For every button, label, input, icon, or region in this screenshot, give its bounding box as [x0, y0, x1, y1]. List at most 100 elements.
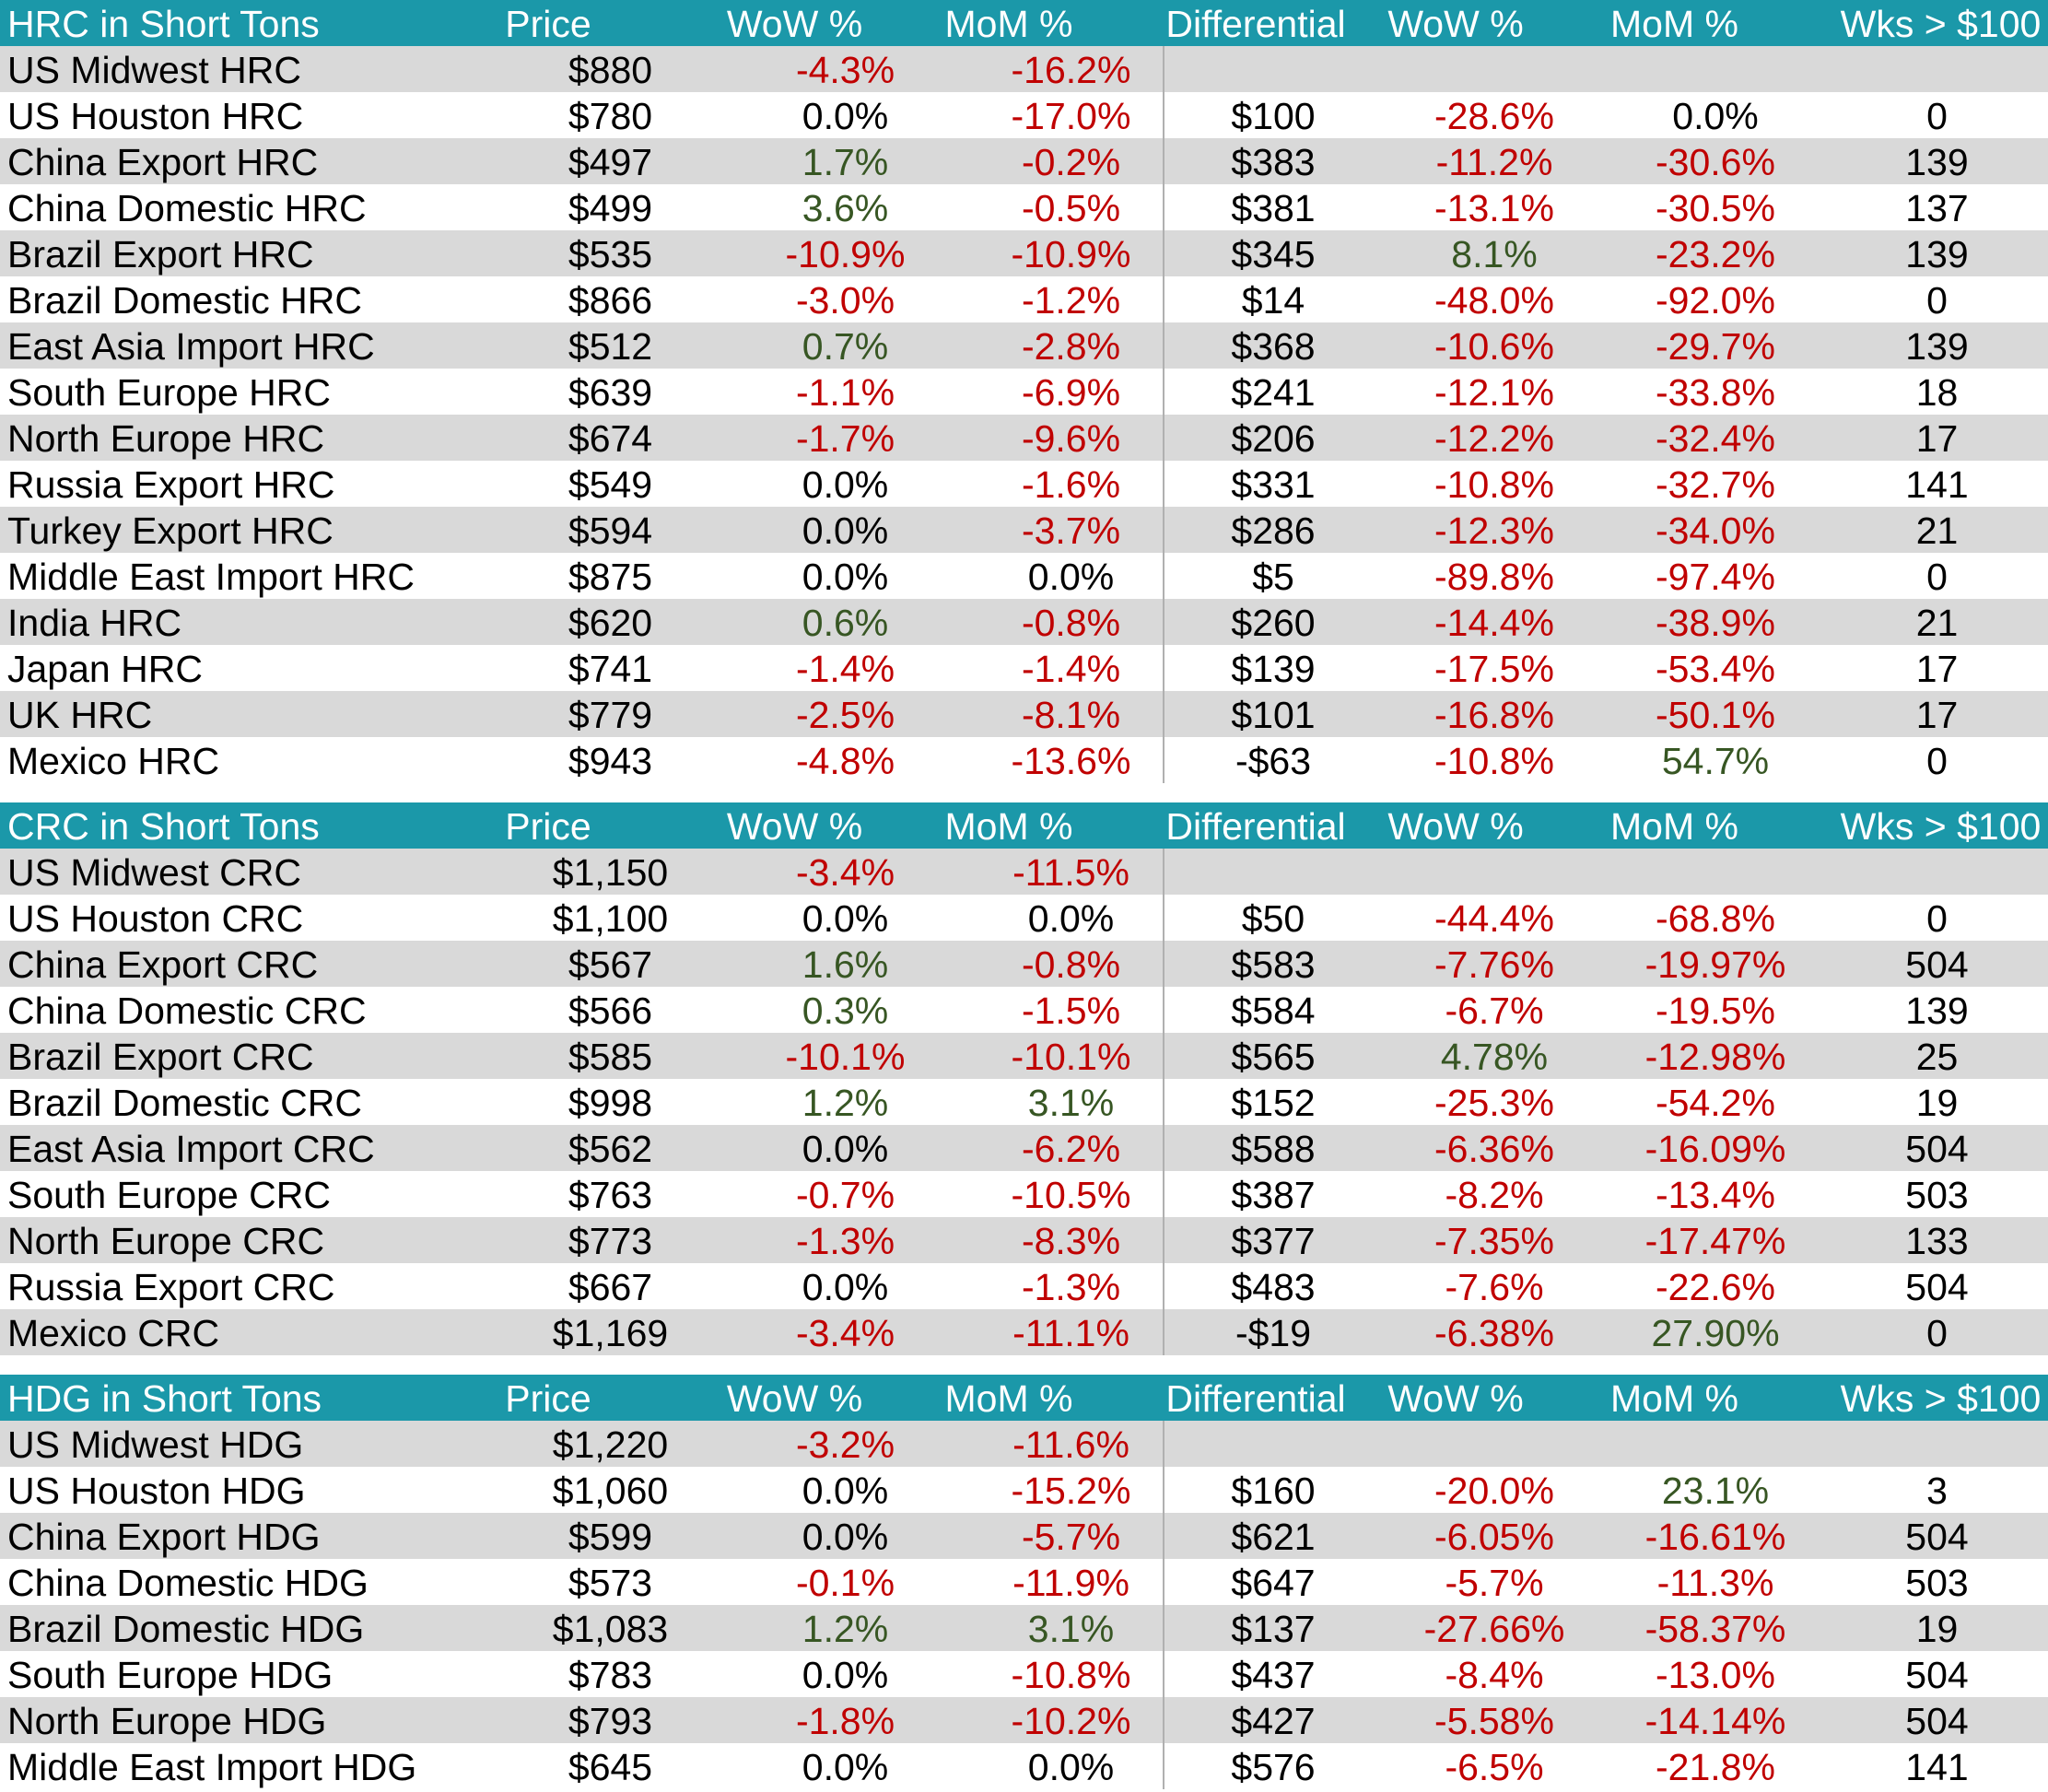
- price-cell: $497: [568, 141, 653, 183]
- price-cell: $620: [568, 602, 653, 644]
- differential-cell: $437: [1231, 1654, 1316, 1696]
- mom-cell: -8.3%: [1021, 1220, 1121, 1262]
- mom-cell: 0.0%: [1027, 897, 1115, 940]
- differential-cell: $387: [1231, 1174, 1316, 1216]
- differential-cell: $286: [1231, 509, 1316, 552]
- price-cell: $741: [568, 648, 653, 690]
- mom-cell: 3.1%: [1027, 1082, 1115, 1124]
- table-row: Middle East Import HRC $875 0.0% 0.0% $5 -89.…: [0, 553, 2048, 599]
- table-row: Mexico CRC $1,169 -3.4% -11.1% -$19 -6.38% 27.…: [0, 1309, 2048, 1355]
- column-header: MoM %: [944, 1377, 1073, 1420]
- differential-cell: $383: [1231, 141, 1316, 183]
- wow-cell: 0.0%: [802, 1654, 889, 1696]
- table-row: Middle East Import HDG $645 0.0% 0.0% $576 -6…: [0, 1743, 2048, 1789]
- diff-wow-cell: -5.58%: [1434, 1700, 1554, 1742]
- price-cell: $793: [568, 1700, 653, 1742]
- weeks-cell: 139: [1905, 990, 1969, 1032]
- diff-wow-cell: -6.38%: [1434, 1312, 1554, 1354]
- table-row: China Export CRC $567 1.6% -0.8% $583 -7.76% -…: [0, 941, 2048, 987]
- column-header: Price: [505, 805, 591, 848]
- diff-wow-cell: -17.5%: [1434, 648, 1554, 690]
- weeks-cell: 0: [1926, 279, 1948, 322]
- mom-cell: -11.6%: [1012, 1423, 1129, 1466]
- diff-wow-cell: [1384, 46, 1605, 92]
- weeks-cell: 3: [1926, 1470, 1948, 1512]
- price-cell: $585: [568, 1036, 653, 1078]
- label-cell: Turkey Export HRC: [7, 509, 334, 552]
- table-section-2: HDG in Short Tons Price WoW % MoM % Differen…: [0, 1375, 2048, 1789]
- table-row: Russia Export HRC $549 0.0% -1.6% $331 -10.8%…: [0, 461, 2048, 507]
- mom-cell: -10.8%: [1011, 1654, 1131, 1696]
- diff-wow-cell: -7.76%: [1434, 943, 1554, 986]
- diff-mom-cell: -29.7%: [1656, 325, 1775, 368]
- diff-mom-cell: -34.0%: [1656, 509, 1775, 552]
- weeks-cell: 19: [1915, 1608, 1959, 1650]
- label-cell: Russia Export HRC: [7, 463, 335, 506]
- weeks-cell: 504: [1905, 1654, 1969, 1696]
- table-section-0: HRC in Short Tons Price WoW % MoM % Differen…: [0, 0, 2048, 783]
- differential-cell: $621: [1231, 1516, 1316, 1558]
- diff-wow-cell: -12.1%: [1434, 371, 1554, 414]
- mom-cell: -10.5%: [1011, 1174, 1131, 1216]
- weeks-cell: 139: [1905, 141, 1969, 183]
- weeks-cell: 139: [1905, 325, 1969, 368]
- wow-cell: 0.0%: [802, 95, 889, 137]
- wow-cell: 1.7%: [802, 141, 889, 183]
- wow-cell: -1.1%: [795, 371, 895, 414]
- price-cell: $780: [568, 95, 653, 137]
- differential-cell: $427: [1231, 1700, 1316, 1742]
- price-cell: $549: [568, 463, 653, 506]
- diff-wow-cell: -7.35%: [1434, 1220, 1554, 1262]
- label-cell: US Houston HDG: [7, 1470, 306, 1512]
- wow-cell: -3.0%: [795, 279, 895, 322]
- price-cell: $512: [568, 325, 653, 368]
- wow-cell: -1.3%: [795, 1220, 895, 1262]
- diff-wow-cell: -6.7%: [1445, 990, 1544, 1032]
- differential-cell: $50: [1241, 897, 1305, 940]
- wow-cell: -1.7%: [795, 417, 895, 460]
- mom-cell: -0.5%: [1021, 187, 1121, 229]
- column-divider: [1163, 46, 1164, 783]
- label-cell: South Europe HDG: [7, 1654, 334, 1696]
- table-row: Japan HRC $741 -1.4% -1.4% $139 -17.5% -53.4% 1…: [0, 645, 2048, 691]
- diff-wow-cell: -12.2%: [1434, 417, 1554, 460]
- diff-mom-cell: 54.7%: [1661, 740, 1770, 782]
- column-header: MoM %: [944, 3, 1073, 45]
- price-cell: $535: [568, 233, 653, 275]
- weeks-cell: 0: [1926, 740, 1948, 782]
- diff-wow-cell: -48.0%: [1434, 279, 1554, 322]
- price-cell: $779: [568, 694, 653, 736]
- mom-cell: -6.9%: [1021, 371, 1121, 414]
- wow-cell: 0.3%: [802, 990, 889, 1032]
- label-cell: Brazil Domestic HDG: [7, 1608, 365, 1650]
- price-cell: $875: [568, 556, 653, 598]
- diff-mom-cell: -92.0%: [1656, 279, 1775, 322]
- mom-cell: -11.5%: [1012, 851, 1129, 894]
- diff-mom-cell: -53.4%: [1656, 648, 1775, 690]
- column-header: HDG in Short Tons: [7, 1377, 322, 1420]
- wow-cell: 0.0%: [802, 509, 889, 552]
- table-row: East Asia Import CRC $562 0.0% -6.2% $588 -6.…: [0, 1125, 2048, 1171]
- wow-cell: -1.4%: [795, 648, 895, 690]
- differential-cell: -$63: [1235, 740, 1312, 782]
- differential-cell: $565: [1231, 1036, 1316, 1078]
- differential-cell: $584: [1231, 990, 1316, 1032]
- price-cell: $599: [568, 1516, 653, 1558]
- differential-cell: [1163, 1421, 1384, 1467]
- weeks-cell: 0: [1926, 1312, 1948, 1354]
- wow-cell: 0.0%: [802, 1266, 889, 1308]
- differential-cell: $101: [1231, 694, 1316, 736]
- column-header: Differential: [1165, 3, 1346, 45]
- label-cell: China Export HRC: [7, 141, 319, 183]
- table-row: Brazil Domestic HDG $1,083 1.2% 3.1% $137 -27…: [0, 1605, 2048, 1651]
- differential-cell: $377: [1231, 1220, 1316, 1262]
- mom-cell: -15.2%: [1011, 1470, 1131, 1512]
- price-cell: $880: [568, 49, 653, 91]
- diff-mom-cell: -30.6%: [1656, 141, 1775, 183]
- table-row: Brazil Export CRC $585 -10.1% -10.1% $565 4.7…: [0, 1033, 2048, 1079]
- diff-mom-cell: -97.4%: [1656, 556, 1775, 598]
- label-cell: China Export HDG: [7, 1516, 321, 1558]
- table-row: North Europe CRC $773 -1.3% -8.3% $377 -7.35%…: [0, 1217, 2048, 1263]
- table-header-row: HRC in Short Tons Price WoW % MoM % Differen…: [0, 0, 2048, 46]
- table-row: US Houston HRC $780 0.0% -17.0% $100 -28.6% 0.…: [0, 92, 2048, 138]
